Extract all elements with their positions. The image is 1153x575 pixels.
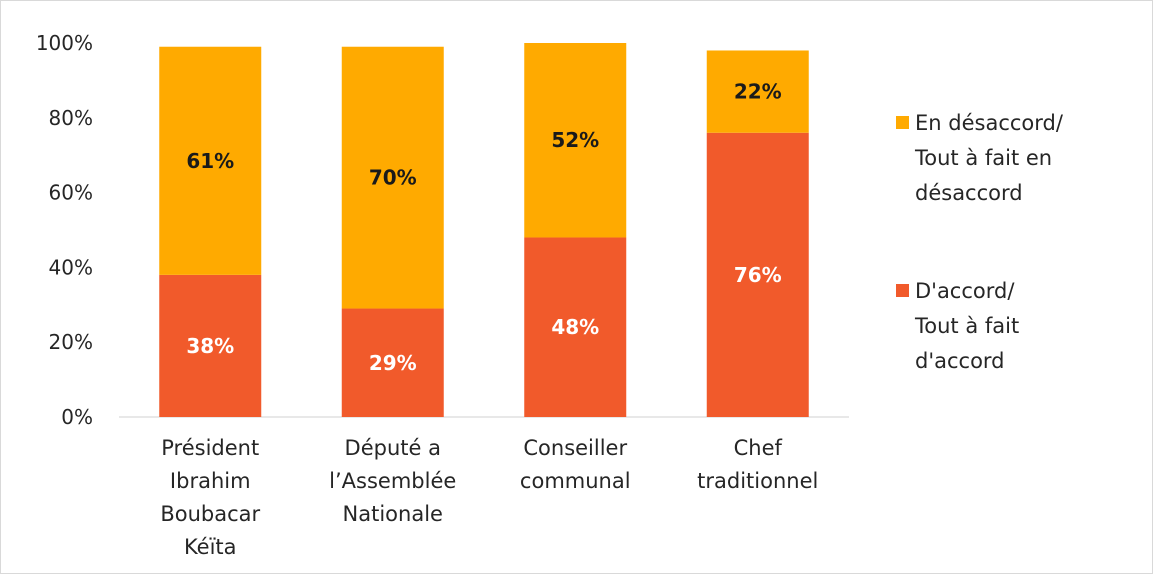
legend-label: désaccord [915,181,1023,205]
legend-label: Tout à fait [914,314,1019,338]
y-tick-label: 80% [49,106,93,130]
data-label: 22% [734,80,782,104]
y-tick-label: 20% [49,330,93,354]
legend-label: Tout à fait en [914,146,1052,170]
category-label: Kéïta [184,535,237,559]
category-label: Nationale [343,502,443,526]
data-label: 70% [369,166,417,190]
category-label: Ibrahim [170,469,251,493]
data-label: 29% [369,351,417,375]
data-label: 52% [551,128,599,152]
y-tick-label: 0% [61,405,93,429]
bar-segment [524,43,627,238]
category-label: Conseiller [523,436,627,460]
y-tick-label: 40% [49,255,93,279]
legend-swatch [896,116,909,129]
bar-segment [706,50,809,133]
y-tick-label: 60% [49,181,93,205]
category-label: Boubacar [160,502,260,526]
legend-swatch [896,284,909,297]
data-label: 38% [186,334,234,358]
data-label: 48% [551,315,599,339]
bar-segment [341,46,444,309]
category-label: l’Assemblée [329,469,456,493]
category-label: Député a [345,436,441,460]
legend-label: D'accord/ [915,279,1015,303]
y-tick-label: 100% [36,31,93,55]
legend-label: d'accord [915,349,1005,373]
data-label: 76% [734,263,782,287]
bar-segment [706,132,809,417]
bar-segment [159,46,262,275]
category-label: Président [161,436,259,460]
bar-segment [341,308,444,417]
category-label: Chef [734,436,783,460]
category-label: traditionnel [697,469,818,493]
category-label: communal [520,469,631,493]
legend-label: En désaccord/ [915,111,1064,135]
data-label: 61% [186,149,234,173]
bar-segment [159,274,262,417]
bar-segment [524,237,627,417]
